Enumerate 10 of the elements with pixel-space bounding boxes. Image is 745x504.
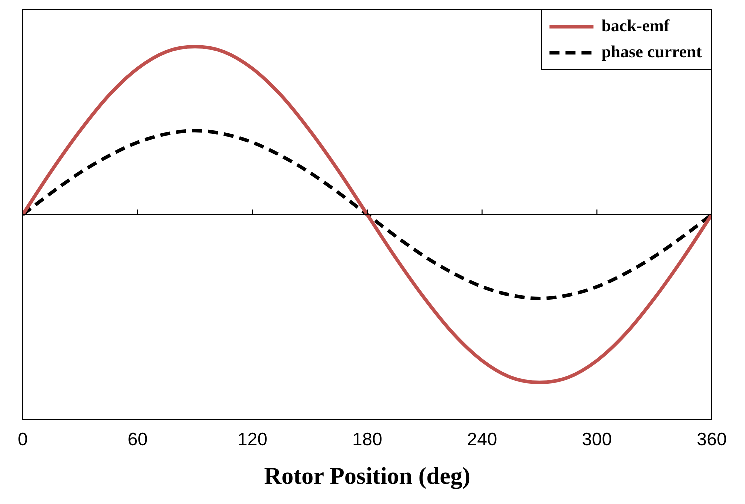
x-tick-label: 360 — [696, 429, 728, 450]
x-tick-label: 120 — [238, 429, 268, 450]
legend-label: phase current — [602, 42, 702, 62]
legend-label: back-emf — [602, 16, 670, 36]
x-tick-label: 240 — [467, 429, 498, 450]
x-axis-title: Rotor Position (deg) — [264, 464, 471, 490]
x-tick-label: 0 — [18, 429, 28, 450]
x-tick-label: 60 — [128, 429, 148, 450]
x-tick-label: 180 — [352, 429, 383, 450]
x-tick-label: 300 — [582, 429, 612, 450]
